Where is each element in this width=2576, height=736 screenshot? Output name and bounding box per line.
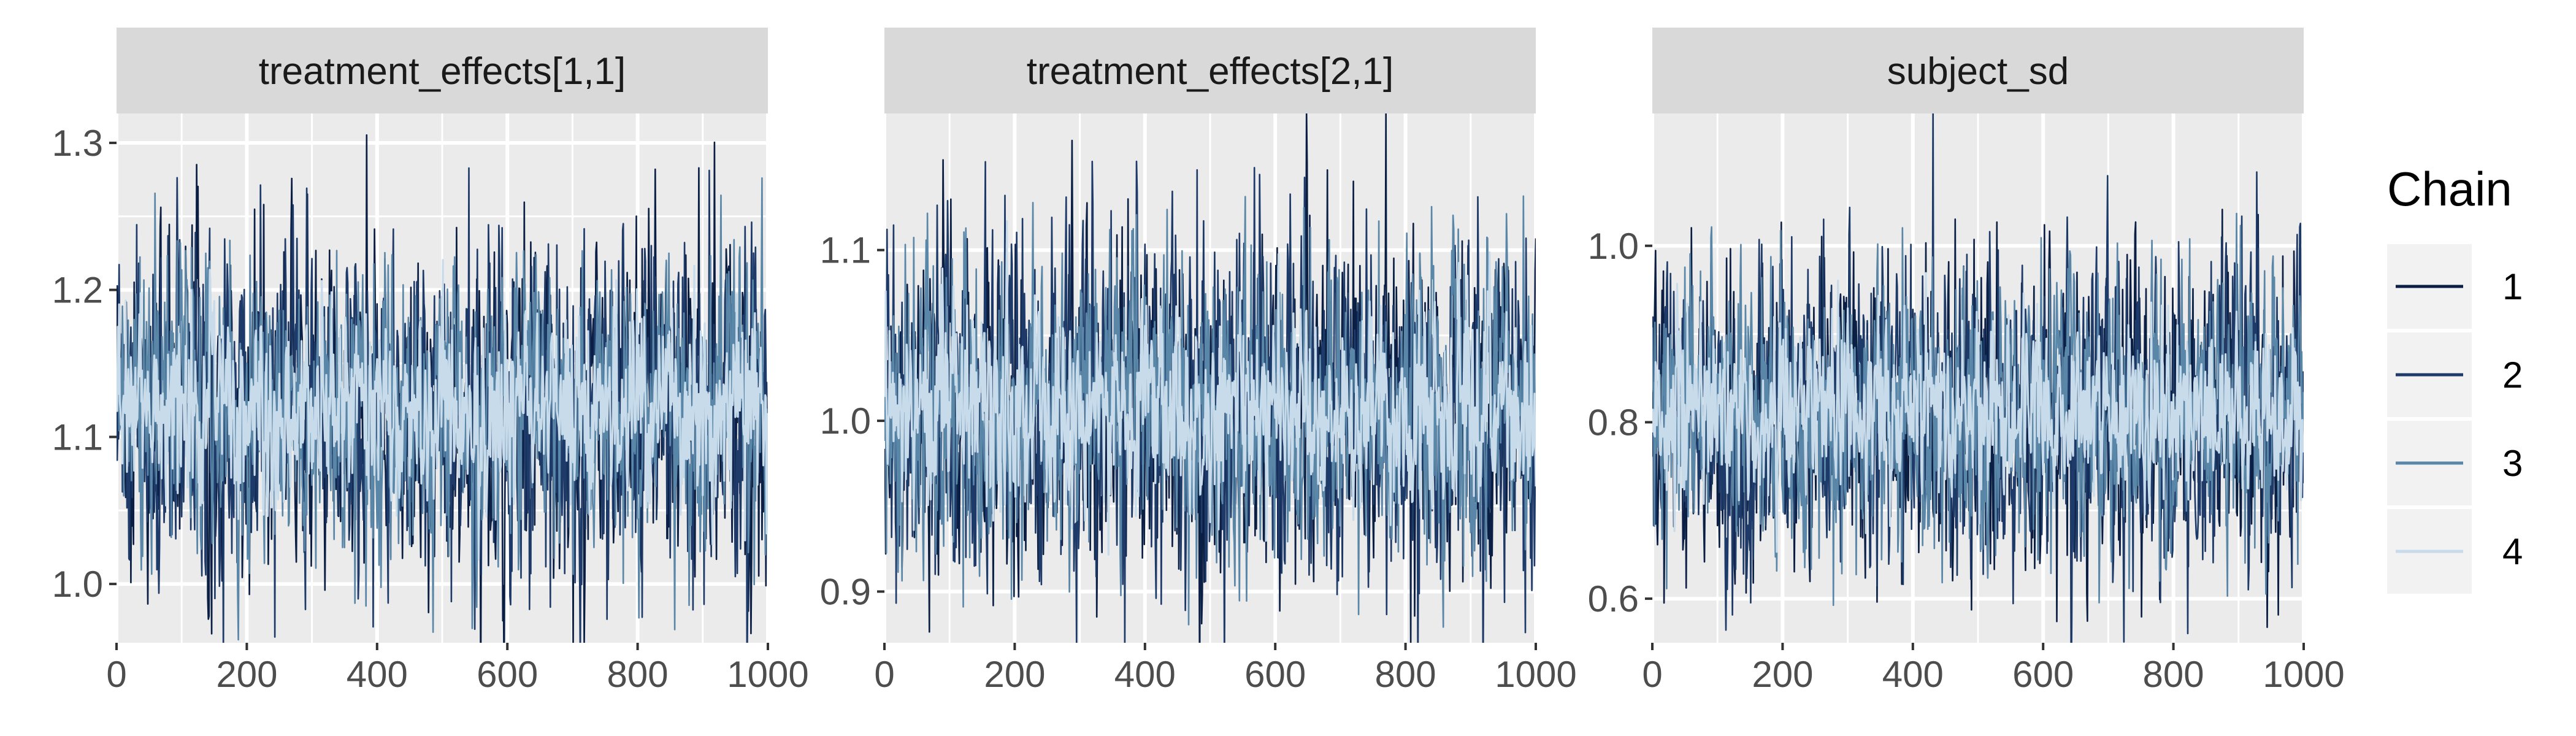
x-tick-label: 0 — [1642, 654, 1662, 695]
legend-item-2: 2 — [2387, 332, 2523, 417]
facet-title: treatment_effects[2,1] — [1027, 50, 1394, 93]
x-tick-label: 800 — [607, 654, 669, 695]
y-tick-label: 1.0 — [1588, 226, 1639, 267]
legend-title: Chain — [2387, 162, 2512, 216]
y-tick-label: 1.0 — [820, 401, 871, 442]
legend: Chain 1 2 3 4 — [2387, 162, 2523, 594]
y-tick-label: 0.9 — [820, 571, 871, 612]
legend-label: 4 — [2502, 531, 2523, 572]
x-tick-label: 1000 — [727, 654, 808, 695]
facet-panel-1: treatment_effects[1,1] 1.0 1.1 1.2 1.3 0 200 40… — [52, 28, 809, 695]
x-tick-label: 800 — [2143, 654, 2204, 695]
x-tick-label: 400 — [1114, 654, 1176, 695]
legend-label: 3 — [2502, 443, 2523, 484]
x-tick-label: 1000 — [2263, 654, 2344, 695]
facet-title: treatment_effects[1,1] — [259, 50, 626, 93]
facet-strip — [1652, 28, 2304, 113]
y-tick-label: 1.1 — [52, 416, 103, 458]
y-tick-label: 1.2 — [52, 270, 103, 311]
facet-strip — [884, 28, 1536, 113]
x-tick-label: 600 — [477, 654, 538, 695]
facet-strip — [117, 28, 768, 113]
facet-title: subject_sd — [1887, 50, 2069, 93]
x-tick-label: 400 — [347, 654, 408, 695]
x-tick-label: 800 — [1375, 654, 1436, 695]
x-tick-label: 1000 — [1495, 654, 1576, 695]
trace-lines — [1652, 113, 2304, 643]
y-tick-label: 1.3 — [52, 123, 103, 164]
trace-line-chain-4 — [1652, 272, 2304, 553]
x-tick-label: 600 — [1244, 654, 1306, 695]
legend-item-4: 4 — [2387, 509, 2523, 594]
trace-lines — [884, 113, 1536, 643]
legend-label: 1 — [2502, 266, 2523, 307]
facet-panel-2: treatment_effects[2,1] 0.9 1.0 1.1 0 200 400 60… — [820, 28, 1577, 695]
x-tick-label: 200 — [1752, 654, 1813, 695]
y-tick-label: 1.1 — [820, 230, 871, 271]
y-tick-label: 0.6 — [1588, 578, 1639, 619]
trace-lines — [117, 134, 768, 643]
trace-line-chain-4 — [884, 220, 1536, 556]
x-tick-label: 0 — [874, 654, 894, 695]
y-tick-label: 1.0 — [52, 564, 103, 605]
facet-panel-3: subject_sd 0.6 0.8 1.0 0 200 400 600 800 1000 — [1588, 28, 2345, 695]
x-tick-label: 200 — [984, 654, 1045, 695]
x-tick-label: 400 — [1882, 654, 1944, 695]
legend-label: 2 — [2502, 355, 2523, 396]
legend-item-1: 1 — [2387, 244, 2523, 329]
trace-line-chain-4 — [117, 259, 768, 561]
x-tick-label: 0 — [106, 654, 126, 695]
y-tick-label: 0.8 — [1588, 402, 1639, 443]
legend-item-3: 3 — [2387, 421, 2523, 505]
x-tick-label: 600 — [2012, 654, 2074, 695]
x-tick-label: 200 — [216, 654, 277, 695]
